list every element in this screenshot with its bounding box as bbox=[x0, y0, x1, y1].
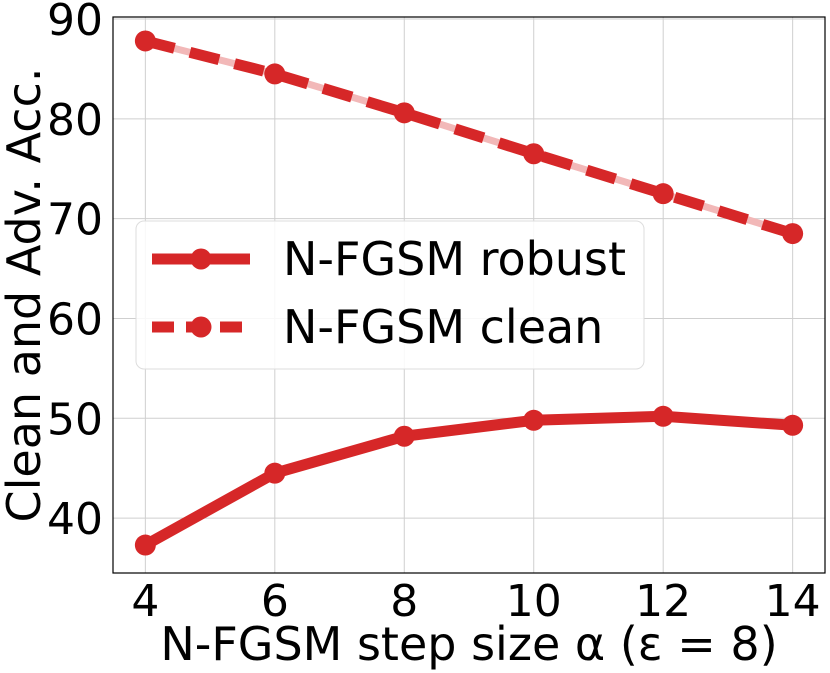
data-point bbox=[523, 143, 545, 165]
data-point bbox=[652, 183, 674, 205]
plot-frame bbox=[112, 16, 826, 574]
x-tick-label: 10 bbox=[506, 576, 562, 627]
tick-labels: 4 6 8 10 12 14 40 50 60 70 80 90 bbox=[47, 0, 821, 627]
data-point bbox=[652, 405, 674, 427]
data-point bbox=[393, 102, 415, 124]
x-tick-label: 8 bbox=[390, 576, 418, 627]
y-tick-label: 90 bbox=[47, 0, 103, 46]
x-tick-label: 4 bbox=[131, 576, 159, 627]
data-point bbox=[264, 462, 286, 484]
x-tick-label: 14 bbox=[765, 576, 821, 627]
data-point bbox=[393, 425, 415, 447]
y-axis-label: Clean and Adv. Acc. bbox=[0, 68, 51, 523]
legend-label: N-FGSM robust bbox=[283, 232, 626, 286]
legend-entry: N-FGSM clean bbox=[152, 300, 603, 354]
data-point bbox=[782, 414, 804, 436]
y-tick-label: 70 bbox=[47, 195, 103, 246]
data-point bbox=[523, 409, 545, 431]
y-tick-label: 60 bbox=[47, 294, 103, 345]
legend-label: N-FGSM clean bbox=[283, 300, 603, 354]
data-point bbox=[134, 534, 156, 556]
y-tick-label: 80 bbox=[47, 95, 103, 146]
series-line bbox=[139, 410, 799, 551]
x-tick-label: 12 bbox=[635, 576, 691, 627]
series-robust bbox=[134, 405, 804, 556]
x-tick-label: 6 bbox=[261, 576, 289, 627]
legend-box bbox=[135, 220, 645, 370]
legend-entry: N-FGSM robust bbox=[152, 232, 626, 286]
series-clean bbox=[134, 30, 804, 245]
x-axis-label: N-FGSM step size α (ε = 8) bbox=[160, 617, 777, 671]
data-point bbox=[134, 30, 156, 52]
legend-swatch-marker bbox=[190, 248, 212, 270]
series-layer bbox=[134, 30, 804, 556]
legend: N-FGSM robust N-FGSM clean bbox=[135, 220, 645, 370]
legend-swatch-marker bbox=[190, 316, 212, 338]
data-point bbox=[264, 63, 286, 85]
y-tick-label: 50 bbox=[47, 394, 103, 445]
series-line bbox=[144, 35, 795, 239]
data-point bbox=[782, 223, 804, 245]
y-tick-label: 40 bbox=[47, 494, 103, 545]
